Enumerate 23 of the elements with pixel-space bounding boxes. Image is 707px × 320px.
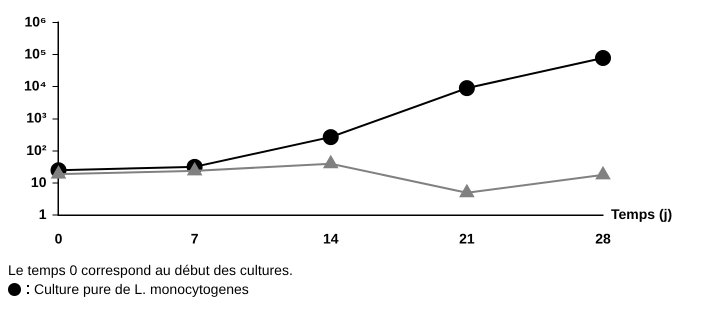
y-tick-label: 10⁴	[24, 78, 47, 94]
point	[595, 50, 611, 66]
text: Le temps 0 correspond au début des cultures.	[8, 262, 294, 278]
y-tick-label: 10⁶	[24, 13, 46, 30]
y-tick-label: 10⁵	[24, 45, 46, 62]
y-tick-label: 1	[38, 206, 47, 222]
point	[322, 129, 339, 146]
x-tick-label: 0	[54, 230, 63, 246]
x-tick-label: 7	[190, 230, 199, 246]
point	[460, 184, 474, 198]
point	[188, 162, 202, 176]
y-tick-label: 10	[30, 174, 47, 190]
y-tick-label: 10²	[26, 142, 47, 158]
x-tick-label: 14	[322, 230, 339, 246]
point	[51, 166, 66, 179]
y-tick-label: 10³	[26, 110, 47, 126]
x-tick-label: 28	[595, 230, 611, 246]
point	[458, 80, 475, 96]
point	[596, 166, 610, 180]
x-tick-label: 21	[459, 230, 475, 246]
point	[324, 156, 338, 168]
legend-label: Culture pure de L. monocytogenes	[34, 281, 249, 297]
x-axis-title: Temps (j)	[611, 206, 672, 222]
